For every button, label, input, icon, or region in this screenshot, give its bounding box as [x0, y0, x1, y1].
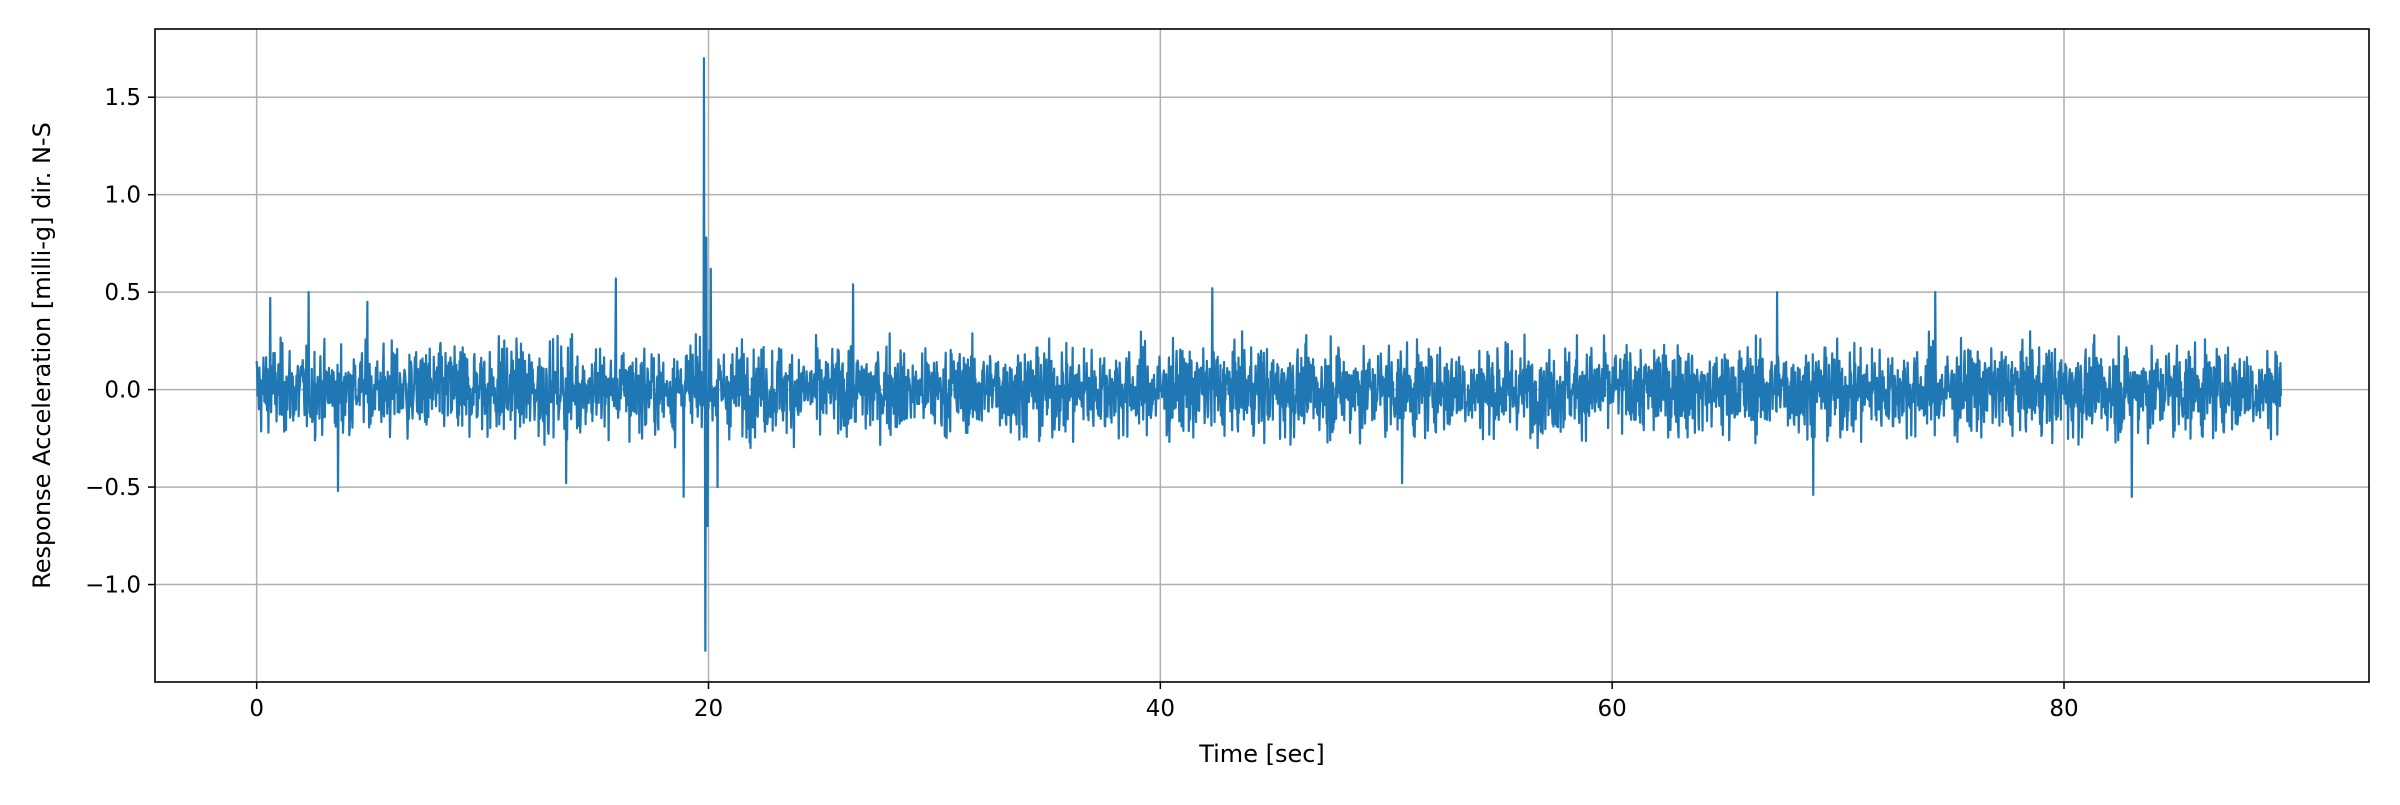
y-tick-label: −0.5	[85, 475, 141, 501]
y-tick-label: 1.5	[104, 85, 141, 111]
y-tick-label: −1.0	[85, 573, 141, 599]
x-tick-label: 20	[694, 696, 723, 722]
y-tick-label: 1.0	[104, 183, 141, 209]
x-tick-label: 40	[1146, 696, 1175, 722]
y-tick-label: 0.0	[104, 378, 141, 404]
x-tick-label: 80	[2049, 696, 2078, 722]
x-tick-label: 0	[249, 696, 264, 722]
y-axis-label: Response Acceleration [milli-g] dir. N-S	[28, 122, 56, 589]
x-tick-label: 60	[1598, 696, 1627, 722]
x-axis-label: Time [sec]	[1198, 740, 1325, 768]
y-tick-label: 0.5	[104, 280, 141, 306]
